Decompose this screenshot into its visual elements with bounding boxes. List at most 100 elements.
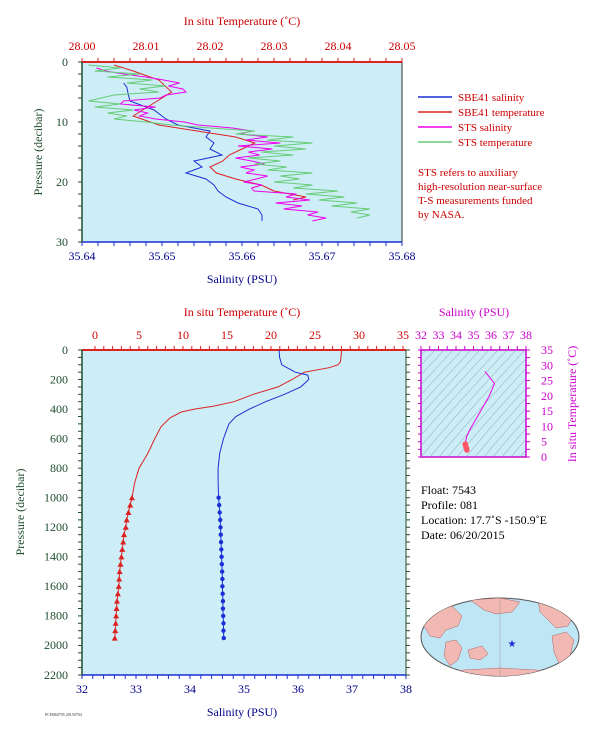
density-contour bbox=[438, 358, 526, 457]
legend-label-sts-temperature: STS temperature bbox=[458, 137, 532, 149]
top-pressure-tick: 30 bbox=[56, 235, 68, 249]
top-chart-series bbox=[88, 64, 371, 222]
top-chart-salinity-axis-title: Salinity (PSU) bbox=[207, 272, 277, 286]
density-contour bbox=[501, 428, 526, 457]
temperature-marker bbox=[114, 590, 121, 597]
bottom-sal-tick: 36 bbox=[292, 682, 304, 696]
bottom-pressure-tick: 200 bbox=[50, 373, 68, 387]
bottom-chart-pressure-tick-labels: 0 200 400 600 800 1000 1200 1400 1600 18… bbox=[44, 343, 68, 682]
temperature-marker bbox=[121, 531, 128, 538]
temperature-marker bbox=[111, 635, 118, 641]
footer-code: PCH060705 20150704 bbox=[45, 712, 82, 717]
ts-diagram-salinity-axis-title: Salinity (PSU) bbox=[439, 305, 509, 319]
temperature-marker bbox=[114, 598, 120, 604]
float-id: Float: 7543 bbox=[421, 483, 476, 497]
ts-temp-tick: 25 bbox=[541, 374, 553, 388]
bottom-chart-temperature-axis-title: In situ Temperature (˚C) bbox=[184, 305, 301, 319]
density-contour bbox=[421, 350, 481, 416]
bottom-temp-tick: 35 bbox=[397, 328, 409, 342]
top-chart-plot-area bbox=[81, 61, 403, 243]
salinity-marker bbox=[221, 621, 226, 626]
bottom-chart-series bbox=[111, 349, 342, 641]
top-chart: In situ Temperature (˚C) 28.00 28.01 28.… bbox=[31, 14, 416, 286]
density-contour bbox=[421, 350, 490, 426]
bottom-temp-tick: 30 bbox=[353, 328, 365, 342]
bottom-pressure-tick: 600 bbox=[50, 432, 68, 446]
temperature-marker bbox=[116, 568, 123, 575]
bottom-pressure-tick: 400 bbox=[50, 402, 68, 416]
series-line-sbe41-salinity bbox=[123, 82, 263, 221]
salinity-profile-line bbox=[217, 349, 310, 498]
salinity-marker bbox=[220, 591, 225, 596]
map-landmass bbox=[467, 645, 489, 661]
salinity-marker bbox=[218, 532, 223, 537]
ts-diagram-salinity-tick-labels: 32 33 34 35 36 37 38 bbox=[415, 328, 532, 342]
ts-sal-tick: 35 bbox=[468, 328, 480, 342]
sts-note-line: by NASA. bbox=[418, 209, 465, 221]
bottom-sal-tick: 37 bbox=[346, 682, 358, 696]
ts-temp-tick: 30 bbox=[541, 358, 553, 372]
salinity-marker bbox=[218, 525, 223, 530]
density-contour bbox=[492, 417, 526, 457]
legend-label-sbe41-temperature: SBE41 temperature bbox=[458, 107, 545, 119]
density-contour bbox=[421, 350, 472, 406]
salinity-marker bbox=[219, 547, 224, 552]
bottom-chart: In situ Temperature (˚C) 0 5 10 15 20 25… bbox=[13, 305, 412, 719]
temperature-marker bbox=[117, 561, 124, 567]
bottom-pressure-tick: 800 bbox=[50, 461, 68, 475]
density-contour bbox=[421, 350, 445, 376]
top-temp-tick: 28.03 bbox=[261, 39, 288, 53]
salinity-marker bbox=[221, 628, 226, 633]
top-sal-tick: 35.68 bbox=[389, 249, 416, 263]
top-sal-tick: 35.64 bbox=[69, 249, 96, 263]
temperature-marker bbox=[118, 553, 125, 560]
bottom-chart-plot-area bbox=[81, 349, 407, 676]
temperature-profile-line bbox=[131, 350, 342, 498]
top-chart-pressure-tick-labels: 0 10 20 30 bbox=[56, 55, 68, 249]
bottom-chart-salinity-tick-labels: 32 33 34 35 36 37 38 bbox=[76, 682, 412, 696]
temperature-marker bbox=[116, 575, 123, 582]
temperature-marker bbox=[112, 620, 119, 626]
series-line-sts-salinity bbox=[96, 67, 327, 222]
bottom-pressure-tick: 0 bbox=[62, 343, 68, 357]
density-contour bbox=[421, 350, 499, 436]
temperature-marker bbox=[113, 612, 120, 619]
sts-note-line: T-S measurements funded bbox=[418, 195, 533, 207]
top-temp-tick: 28.01 bbox=[133, 39, 160, 53]
density-contour bbox=[510, 438, 526, 457]
temperature-marker bbox=[125, 509, 132, 515]
bottom-pressure-tick: 1400 bbox=[44, 550, 68, 564]
density-contour bbox=[429, 350, 526, 457]
temperature-marker bbox=[120, 539, 127, 545]
salinity-marker bbox=[216, 502, 222, 508]
bottom-temp-tick: 15 bbox=[221, 328, 233, 342]
density-contour bbox=[447, 368, 526, 457]
temperature-marker bbox=[128, 494, 135, 501]
bottom-chart-salinity-axis-title: Salinity (PSU) bbox=[207, 705, 277, 719]
bottom-sal-tick: 32 bbox=[76, 682, 88, 696]
salinity-marker bbox=[220, 584, 225, 589]
bottom-chart-temperature-tick-labels: 0 5 10 15 20 25 30 35 bbox=[92, 328, 409, 342]
salinity-marker bbox=[219, 569, 225, 574]
temperature-marker bbox=[122, 524, 129, 530]
top-temp-tick: 28.00 bbox=[69, 39, 96, 53]
bottom-pressure-tick: 2200 bbox=[44, 668, 68, 682]
ts-diagram-series bbox=[462, 371, 496, 453]
ts-temp-tick: 0 bbox=[541, 450, 547, 464]
bottom-temp-tick: 5 bbox=[136, 328, 142, 342]
top-chart-legend: SBE41 salinity SBE41 temperature STS sal… bbox=[418, 92, 545, 149]
temperature-marker bbox=[119, 546, 126, 552]
salinity-marker bbox=[219, 554, 224, 560]
profile-date: Date: 06/20/2015 bbox=[421, 528, 505, 542]
ts-deep-point bbox=[464, 447, 470, 453]
ts-sal-tick: 34 bbox=[450, 328, 462, 342]
bottom-pressure-tick: 1800 bbox=[44, 609, 68, 623]
ts-temp-tick: 10 bbox=[541, 419, 553, 433]
top-pressure-tick: 0 bbox=[62, 55, 68, 69]
density-contour bbox=[421, 350, 454, 386]
top-temp-tick: 28.02 bbox=[197, 39, 224, 53]
bottom-sal-tick: 38 bbox=[400, 682, 412, 696]
temperature-marker bbox=[112, 627, 119, 634]
bottom-chart-pressure-axis-title: Pressure (decibar) bbox=[13, 469, 27, 556]
